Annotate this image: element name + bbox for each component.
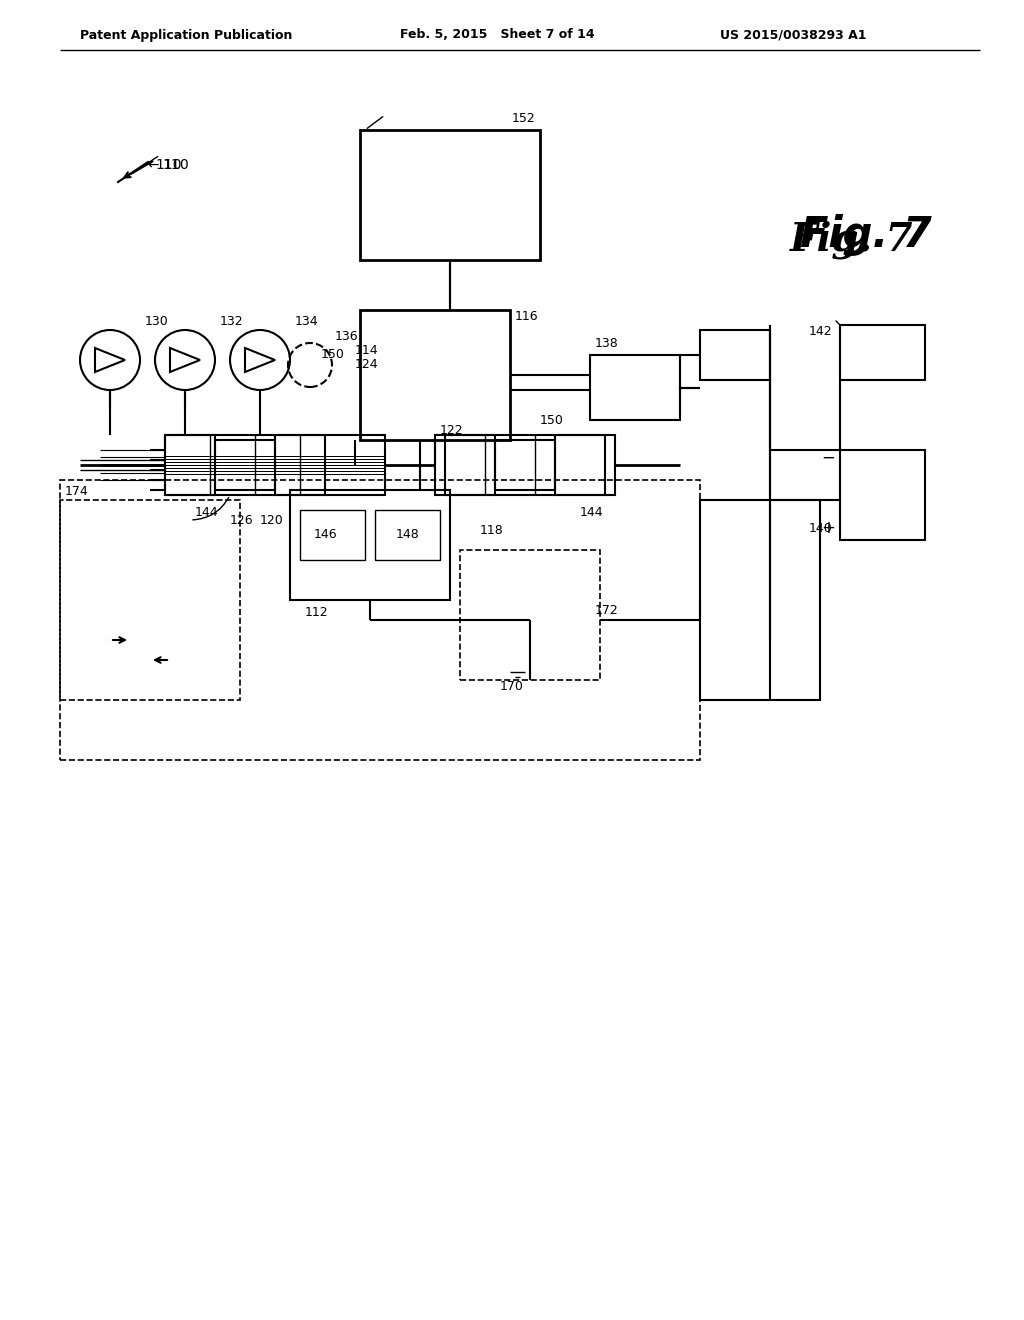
Text: 140: 140 [808,521,831,535]
Bar [360,129,540,260]
Text: 142: 142 [808,325,831,338]
Bar [60,480,700,760]
Text: 150: 150 [540,413,564,426]
Text: 150: 150 [322,348,345,362]
Text: 146: 146 [313,528,337,541]
Bar [360,310,510,440]
Bar [445,436,495,495]
Bar [165,436,385,495]
Bar [840,450,925,540]
Bar [700,500,820,700]
Text: 112: 112 [305,606,329,619]
Text: 136: 136 [335,330,358,343]
Text: Patent Application Publication: Patent Application Publication [80,29,293,41]
Bar [590,355,680,420]
Text: 144: 144 [580,506,603,519]
Bar [165,436,215,495]
Bar [435,436,615,495]
Bar [275,436,325,495]
Text: 124: 124 [355,359,379,371]
Text: 152: 152 [511,112,535,125]
Text: 134: 134 [295,315,318,327]
Text: 170: 170 [500,680,524,693]
Text: 122: 122 [440,424,464,437]
Text: 116: 116 [515,310,539,323]
Text: 174: 174 [65,484,89,498]
Bar [840,325,925,380]
Bar [460,550,600,680]
Text: US 2015/0038293 A1: US 2015/0038293 A1 [720,29,866,41]
Bar [215,440,275,490]
Text: +: + [821,519,835,537]
Bar [495,440,555,490]
Text: 138: 138 [595,337,618,350]
Text: 126: 126 [230,513,254,527]
Bar [290,490,450,601]
Text: 120: 120 [260,513,284,527]
Text: 132: 132 [220,315,244,327]
Text: −: − [821,449,835,467]
Text: 114: 114 [355,343,379,356]
Bar [300,510,365,560]
Bar [375,510,440,560]
Text: Fig. 7: Fig. 7 [790,220,913,259]
Text: 172: 172 [595,603,618,616]
Text: Fig. 7: Fig. 7 [800,214,932,256]
Text: 118: 118 [480,524,504,536]
Text: 110: 110 [155,158,181,172]
Bar [555,436,605,495]
Text: 144: 144 [195,506,219,519]
Text: 148: 148 [396,528,420,541]
Bar [60,500,240,700]
Bar [700,330,770,380]
Text: Feb. 5, 2015   Sheet 7 of 14: Feb. 5, 2015 Sheet 7 of 14 [400,29,595,41]
Text: 130: 130 [145,315,169,327]
Text: $\leftarrow$110: $\leftarrow$110 [145,158,189,172]
